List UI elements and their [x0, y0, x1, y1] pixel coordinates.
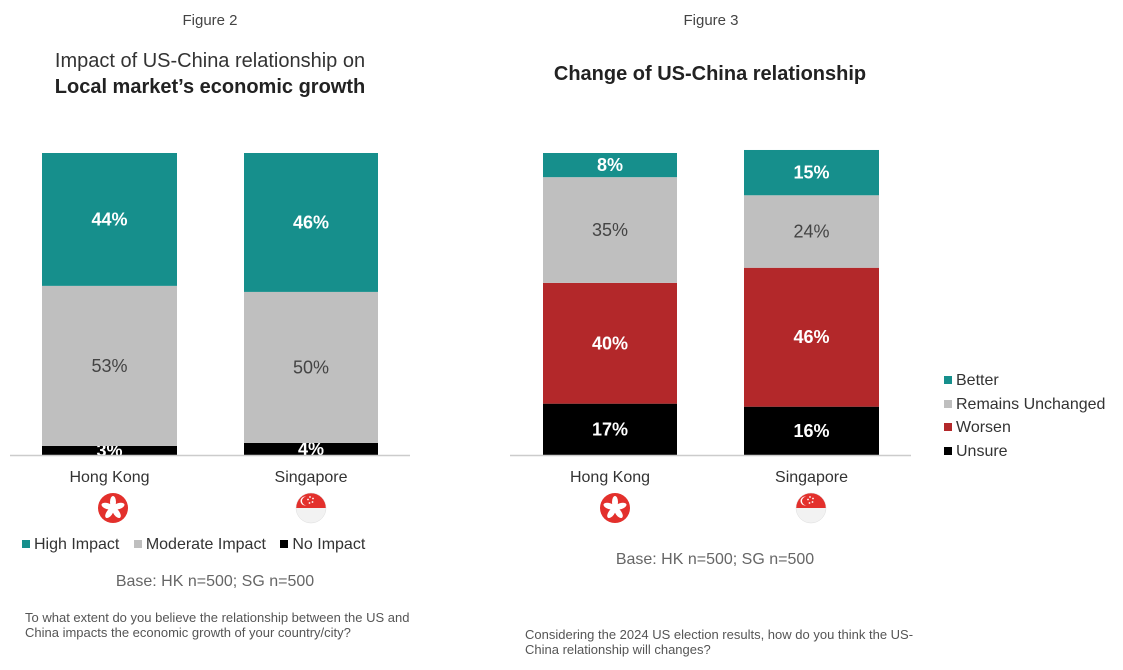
figure2-bar-hong-kong-moderate-impact	[42, 285, 177, 446]
hong-kong-flag-icon	[98, 493, 128, 523]
legend-item-better: Better	[944, 369, 1105, 393]
legend-swatch-no-impact	[280, 540, 289, 548]
figure3-data-label-hong-kong-unsure: 17%	[592, 419, 628, 439]
figure3-label: Figure 3	[683, 12, 739, 29]
figure3-data-label-singapore-unsure: 16%	[793, 421, 829, 441]
figure3-category-label-singapore: Singapore	[775, 469, 848, 486]
figure2-base-note: Base: HK n=500; SG n=500	[115, 573, 315, 590]
figure2-bar-singapore-no-impact	[244, 442, 378, 455]
figure2-question: To what extent do you believe the relati…	[25, 610, 410, 640]
figure3-bar-singapore-better	[744, 149, 879, 196]
figure3-base-note: Base: HK n=500; SG n=500	[615, 551, 815, 568]
figure2-bar-singapore-moderate-impact	[244, 291, 378, 443]
figure2-data-label-singapore-high-impact: 46%	[293, 212, 329, 232]
legend-item-remains-unchanged: Remains Unchanged	[944, 393, 1105, 417]
figure3-legend: Better Remains Unchanged Worsen Unsure	[944, 369, 1105, 463]
figure2-title-line1: Impact of US-China relationship on	[54, 50, 366, 72]
figure3-bar-singapore-unsure	[744, 406, 879, 455]
figure3-bar-hong-kong-worsen	[543, 282, 677, 404]
hong-kong-flag-icon	[600, 493, 630, 523]
figure3-data-label-hong-kong-better: 8%	[597, 155, 623, 175]
figure3-data-label-hong-kong-remains-unchanged: 35%	[592, 220, 628, 240]
figure3-data-label-singapore-remains-unchanged: 24%	[793, 222, 829, 242]
figure2-bar-hong-kong-high-impact	[42, 153, 177, 286]
singapore-flag-icon	[295, 492, 327, 524]
figure2-bar-hong-kong-no-impact	[42, 445, 177, 455]
figure3-bar-singapore-remains-unchanged	[744, 195, 879, 268]
legend-swatch-worsen	[944, 423, 952, 431]
figure2-bar-singapore-high-impact	[244, 153, 378, 292]
figure3-bar-hong-kong-remains-unchanged	[543, 177, 677, 283]
singapore-flag-icon	[795, 492, 827, 524]
figure3-bar-singapore-worsen	[744, 267, 879, 407]
figure3-data-label-singapore-worsen: 46%	[793, 327, 829, 347]
figure2-data-label-singapore-moderate-impact: 50%	[293, 357, 329, 377]
legend-swatch-moderate-impact	[133, 540, 142, 548]
figure2-data-label-hong-kong-high-impact: 44%	[91, 209, 127, 229]
legend-item-no-impact: No Impact	[280, 536, 365, 553]
figure2-data-label-singapore-no-impact: 4%	[298, 439, 324, 459]
figure3-question: Considering the 2024 US election results…	[525, 627, 914, 657]
figure3-bar-hong-kong-better	[543, 153, 677, 178]
figure3-title: Change of US-China relationship	[553, 63, 867, 85]
figure3-data-label-singapore-better: 15%	[793, 163, 829, 183]
figure2-title-line2: Local market’s economic growth	[54, 76, 366, 98]
legend-item-high-impact: High Impact	[22, 536, 119, 553]
legend-swatch-high-impact	[22, 540, 30, 548]
figure3-bar-hong-kong-unsure	[543, 403, 677, 455]
figure2-category-label-singapore: Singapore	[275, 469, 348, 486]
figure2-label: Figure 2	[182, 12, 238, 29]
figure3-data-label-hong-kong-worsen: 40%	[592, 333, 628, 353]
legend-item-worsen: Worsen	[944, 416, 1105, 440]
legend-swatch-remains-unchanged	[944, 399, 952, 408]
figure3-plot: 17% 40% 35% 8% Hong Kong 16% 46% 24% 15% Singapor…	[510, 149, 911, 486]
legend-item-moderate-impact: Moderate Impact	[133, 536, 266, 553]
legend-swatch-better	[944, 376, 952, 384]
figure2-category-label-hong-kong: Hong Kong	[69, 469, 149, 486]
legend-swatch-unsure	[944, 446, 952, 455]
figure2-legend: High Impact Moderate Impact No Impact	[22, 536, 365, 554]
figure3-category-label-hong-kong: Hong Kong	[570, 469, 650, 486]
figure2-data-label-hong-kong-moderate-impact: 53%	[91, 356, 127, 376]
legend-item-unsure: Unsure	[944, 440, 1105, 464]
